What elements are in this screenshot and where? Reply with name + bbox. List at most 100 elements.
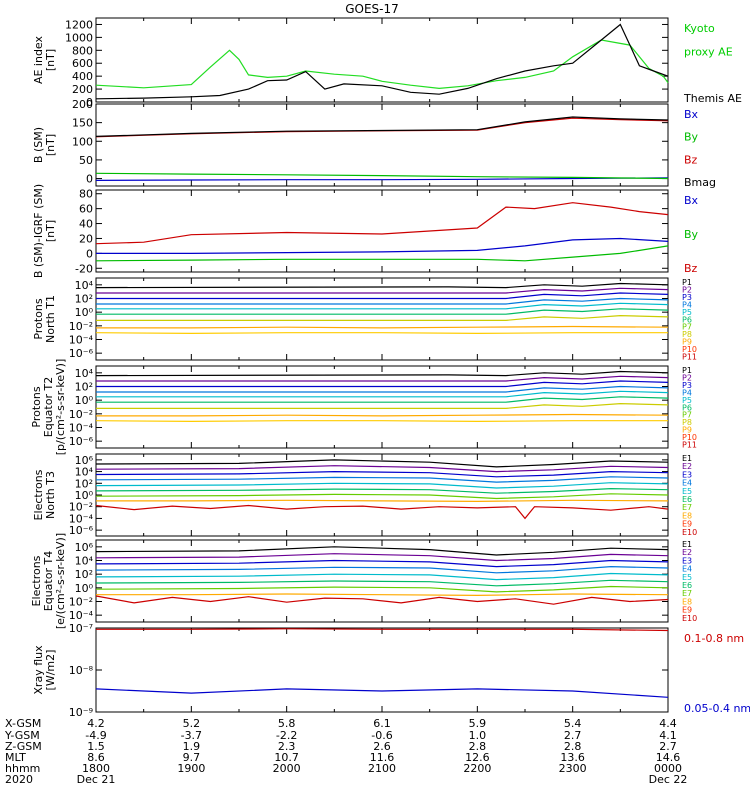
- series-line-p8: [96, 413, 669, 417]
- series-line-e2: [95, 465, 669, 473]
- y-tick-label: 50: [79, 154, 93, 167]
- y-tick-label: 60: [79, 203, 93, 216]
- y-tick-label: 20: [79, 232, 93, 245]
- series-line-by: [95, 172, 669, 180]
- legend-entry: E8: [682, 597, 692, 606]
- series-line-p4: [96, 297, 669, 305]
- x-axis-value: 1.5: [87, 740, 105, 753]
- y-tick-label: 10⁻²: [69, 408, 93, 421]
- legend-entry: P1: [682, 366, 692, 375]
- y-tick-label: 10⁻²: [69, 501, 93, 514]
- x-axis-value: 2.7: [564, 729, 582, 742]
- y-tick-label: 600: [72, 57, 93, 70]
- x-axis-value: 10.7: [274, 751, 299, 764]
- y-axis-label: AE index: [32, 35, 45, 84]
- legend-entry: By: [684, 131, 699, 144]
- y-tick-label: 1200: [65, 18, 93, 31]
- series-line-e1: [95, 459, 669, 468]
- series-line-bz: [95, 202, 669, 245]
- y-axis-label: North T3: [44, 471, 57, 519]
- x-row-label: Y-GSM: [4, 729, 40, 742]
- x-axis-value: 5.8: [278, 717, 296, 730]
- y-tick-label: 10⁰: [75, 582, 94, 595]
- legend-entry: E10: [682, 614, 697, 623]
- x-axis-value: 1800: [82, 762, 110, 775]
- series-line-p1: [95, 370, 669, 377]
- x-axis-value: 1900: [177, 762, 205, 775]
- x-axis-value: 2000: [273, 762, 301, 775]
- y-tick-label: 10⁻⁴: [69, 609, 94, 622]
- y-tick-label: 80: [79, 188, 93, 201]
- legend-entry: E10: [682, 528, 697, 537]
- series-line-0-05-0-4-nm: [95, 688, 669, 698]
- y-tick-label: 10⁻⁹: [69, 706, 93, 719]
- y-tick-label: 10⁴: [75, 367, 94, 380]
- y-tick-label: 10⁻⁶: [69, 347, 94, 360]
- series-line-p3: [96, 292, 669, 300]
- y-tick-label: 150: [72, 117, 93, 130]
- y-tick-label: 10⁴: [75, 466, 94, 479]
- legend-entry: P7: [682, 323, 692, 332]
- legend-entry: E4: [682, 479, 692, 488]
- x-axis-value: 9.7: [183, 751, 201, 764]
- x-axis-value: 14.6: [656, 751, 681, 764]
- y-axis-label: Electrons: [32, 469, 45, 520]
- y-tick-label: 10⁻⁷: [69, 622, 93, 635]
- series-line-p4: [96, 385, 669, 393]
- legend-entry: By: [684, 228, 699, 241]
- y-tick-label: 10⁻⁴: [69, 512, 94, 525]
- series-line-p1: [95, 282, 669, 289]
- panel-xray: 10⁻⁹ 10⁻⁸ 10⁻⁷ Xray flux [W/m2] 0.1-0.8 nm 0.0…: [32, 622, 750, 719]
- series-line-e5: [95, 572, 669, 581]
- x-axis-value: 2.3: [278, 740, 296, 753]
- x-axis-value: 5.4: [564, 717, 582, 730]
- legend-entry: E1: [682, 454, 692, 463]
- legend-entry: Kyoto: [684, 22, 715, 35]
- series-line-p5: [96, 302, 669, 310]
- series-line-e9: [95, 595, 669, 605]
- y-tick-label: 10²: [75, 293, 93, 306]
- panel-frame: [95, 17, 669, 103]
- y-tick-label: 10⁻⁴: [69, 334, 94, 347]
- x-axis-value: 4.1: [659, 729, 677, 742]
- y-tick-label: 10⁻⁴: [69, 422, 94, 435]
- y-axis-label: Protons: [30, 386, 43, 427]
- series-line-e1: [95, 546, 669, 556]
- series-line-p7: [96, 402, 669, 409]
- x-axis-value: -2.2: [276, 729, 297, 742]
- series-line-e6: [95, 579, 669, 587]
- x-axis-value: 2.8: [469, 740, 487, 753]
- y-tick-label: 10⁰: [75, 489, 94, 502]
- x-axis-value: -3.7: [181, 729, 202, 742]
- y-tick-label: 10⁶: [75, 454, 94, 467]
- y-tick-label: 10⁻²: [69, 596, 93, 609]
- y-tick-label: 0: [86, 96, 93, 109]
- y-tick-label: 10⁴: [75, 279, 94, 292]
- legend-entry: P4: [682, 388, 692, 397]
- legend-entry: P9: [682, 426, 692, 435]
- x-row-label: hhmm: [5, 762, 40, 775]
- legend-entry: Bmag: [684, 176, 716, 189]
- x-row-label: Z-GSM: [5, 740, 42, 753]
- series-line-bx: [95, 177, 669, 181]
- x-axis-value: -4.9: [85, 729, 106, 742]
- y-tick-label: 40: [79, 218, 93, 231]
- y-tick-label: 0: [86, 173, 93, 186]
- y-axis-label: [nT]: [44, 220, 57, 242]
- y-axis-label: Xray flux: [32, 645, 45, 695]
- legend-entry: P6: [682, 315, 692, 324]
- series-line-p6: [96, 308, 669, 315]
- x-axis-value: 2.7: [659, 740, 677, 753]
- x-axis-value: Dec 21: [77, 773, 116, 786]
- x-row-label: MLT: [5, 751, 26, 764]
- panel-bsm: 0 50 100 150 200 B (SM) [nT] Bx By Bz Bmag: [32, 98, 716, 189]
- x-axis-value: 11.6: [370, 751, 395, 764]
- series-line-p9: [95, 420, 668, 423]
- y-tick-label: 200: [72, 98, 93, 111]
- y-axis-label: [p/(cm²-s-sr-keV)]: [54, 359, 67, 456]
- x-axis-value: 0000: [654, 762, 682, 775]
- series-line-e3: [95, 559, 669, 568]
- y-tick-label: 10²: [75, 381, 93, 394]
